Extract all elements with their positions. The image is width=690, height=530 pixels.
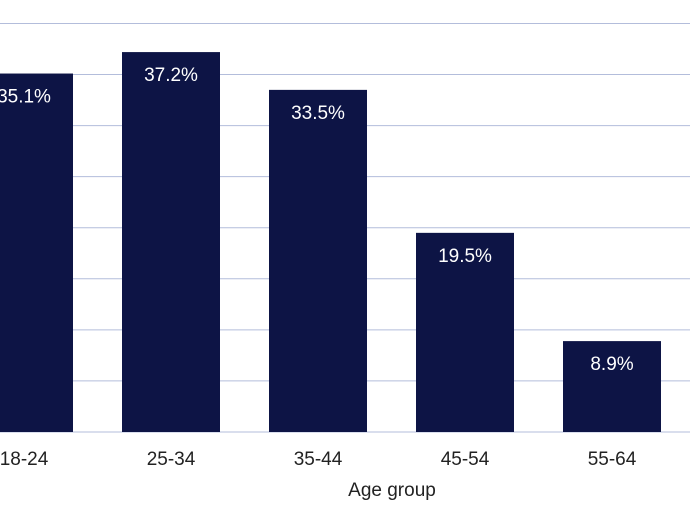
value-label: 37.2%	[144, 65, 198, 86]
x-tick-label: 35-44	[294, 449, 343, 470]
value-label: 33.5%	[291, 103, 345, 124]
x-tick-label: 18-24	[0, 449, 49, 470]
bar	[122, 52, 220, 432]
x-axis-label: Age group	[348, 480, 436, 501]
x-tick-label: 25-34	[147, 449, 196, 470]
bar	[563, 341, 661, 432]
bar	[269, 89, 367, 432]
value-label: 19.5%	[438, 246, 492, 267]
value-label: 35.1%	[0, 87, 51, 108]
bar	[416, 232, 514, 432]
bar	[0, 73, 73, 432]
x-tick-label: 55-64	[588, 449, 637, 470]
value-label: 8.9%	[590, 354, 633, 375]
x-tick-label: 45-54	[441, 449, 490, 470]
